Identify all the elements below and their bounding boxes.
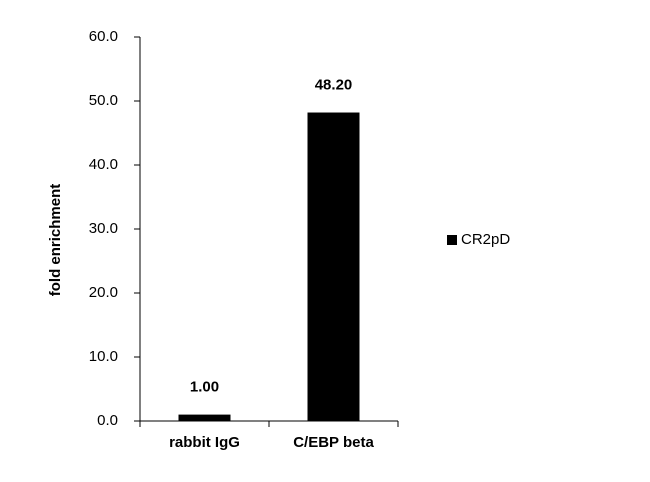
x-tick-label: rabbit IgG xyxy=(169,434,240,451)
y-axis-title: fold enrichment xyxy=(47,184,64,297)
legend-label: CR2pD xyxy=(461,231,510,248)
legend-swatch xyxy=(447,235,457,245)
y-tick-label: 40.0 xyxy=(89,156,118,173)
y-tick-label: 30.0 xyxy=(89,220,118,237)
y-tick-label: 60.0 xyxy=(89,28,118,45)
bar xyxy=(307,112,360,422)
value-label: 1.00 xyxy=(190,379,219,396)
value-label: 48.20 xyxy=(315,76,353,93)
y-tick-label: 10.0 xyxy=(89,348,118,365)
y-tick-label: 50.0 xyxy=(89,92,118,109)
y-tick-label: 0.0 xyxy=(97,412,118,429)
y-tick-label: 20.0 xyxy=(89,284,118,301)
bar xyxy=(178,414,231,421)
x-tick-label: C/EBP beta xyxy=(293,434,374,451)
